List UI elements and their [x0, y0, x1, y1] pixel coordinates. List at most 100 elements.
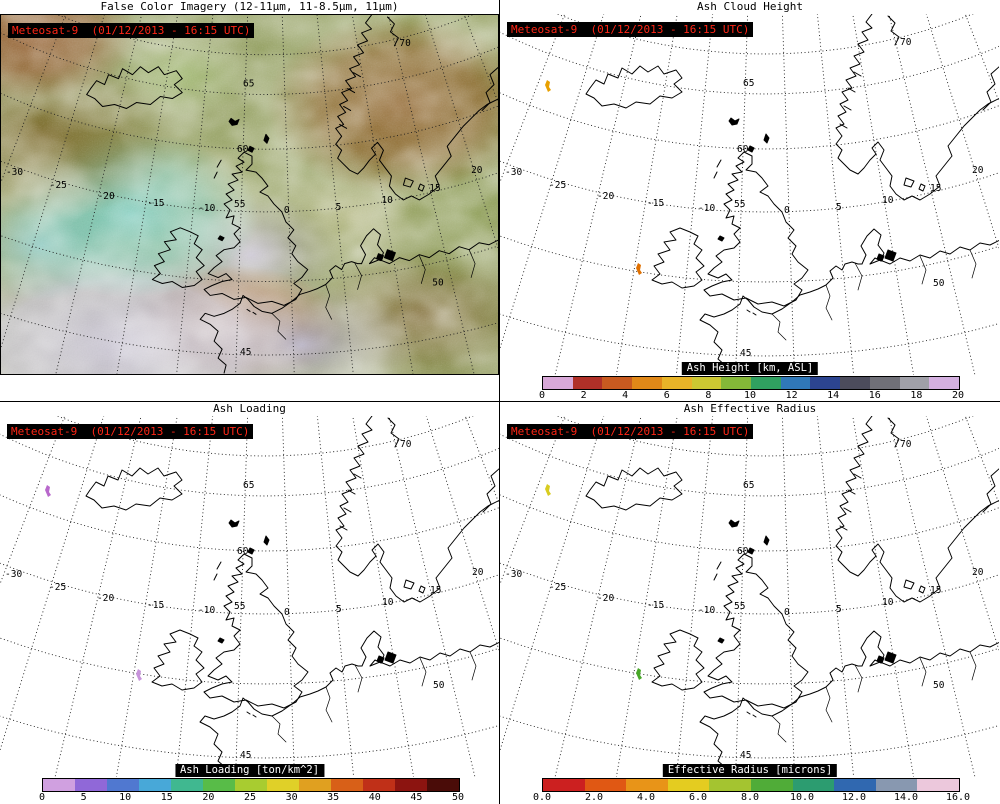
ash-loading-map-area: -30 -25 -20 -15 -10 0 5 10 15 20 70 65 60 55 50 45 Mete… [0, 416, 499, 777]
colorbar-tick-label: 10 [743, 390, 757, 401]
colorbar-segment [917, 779, 959, 791]
colorbar-tick-label: 14 [827, 390, 840, 401]
grid-label: -15 [647, 600, 664, 611]
grid-label: 60 [237, 546, 249, 557]
grid-label: 65 [743, 480, 754, 491]
panel-title-ash-loading: Ash Loading [213, 402, 286, 415]
colorbar-tick-label: 25 [243, 792, 257, 803]
colorbar-segment [543, 377, 573, 389]
colorbar-tick-label: 40 [368, 792, 381, 803]
colorbar-segment [572, 377, 603, 389]
ash-speck [45, 485, 51, 497]
grid-label: 15 [429, 183, 440, 194]
coastlines [585, 416, 999, 777]
map-ash-radius: -30 -25 -20 -15 -10 0 5 10 15 20 70 65 60 55 50 45 [500, 416, 999, 777]
graticule-labels: -30 -25 -20 -15 -10 0 5 10 15 20 70 65 60 55 50 45 [505, 37, 984, 359]
colorbar-segment [107, 779, 139, 791]
grid-label: 45 [740, 750, 751, 761]
grid-label: 50 [433, 680, 445, 691]
colorbar-segment [235, 779, 267, 791]
grid-label: 60 [737, 546, 749, 557]
grid-label: 45 [740, 348, 751, 359]
grid-label: 50 [432, 277, 444, 288]
grid-label: -20 [98, 191, 115, 202]
colorbar-segment [840, 377, 870, 389]
grid-label: -10 [698, 605, 715, 616]
grid-label: -20 [97, 593, 114, 604]
colorbar-title: Ash Loading [ton/km^2] [174, 764, 325, 777]
colorbar-tick-label: 20 [202, 792, 215, 803]
colorbar-segment [75, 779, 107, 791]
colorbar-segment [632, 377, 662, 389]
colorbar-segment [780, 377, 811, 389]
false-color-imagery [1, 15, 498, 374]
grid-label: 15 [430, 585, 441, 596]
colorbar-segment [929, 377, 960, 389]
false-color-map-area: -30 -25 -20 -15 -10 0 5 10 15 20 70 65 60 55 50 45 Mete… [0, 14, 499, 375]
colorbar-segment [395, 779, 427, 791]
colorbar-tick-label: 5 [80, 792, 87, 803]
colorbar-tick-label: 6 [663, 390, 670, 401]
grid-label: -10 [698, 203, 715, 214]
grid-label: 5 [336, 202, 342, 213]
grid-label: 20 [972, 165, 984, 176]
colorbar-gradient [542, 778, 960, 792]
panel-title-false-color: False Color Imagery (12-11μm, 11-8.5μm, … [100, 0, 399, 13]
graticule-labels: -30 -25 -20 -15 -10 0 5 10 15 20 70 65 60 55 50 45 [505, 439, 984, 761]
grid-label: -30 [505, 167, 522, 178]
colorbar-segment [331, 779, 363, 791]
colorbar-segment [299, 779, 331, 791]
colorbar-segment [834, 779, 876, 791]
grid-label: -15 [147, 198, 164, 209]
colorbar-segment [751, 377, 781, 389]
grid-label: -10 [198, 203, 215, 214]
colorbar-tick-label: 2.0 [584, 792, 604, 803]
grid-label: 55 [234, 601, 245, 612]
grid-label: 70 [900, 439, 912, 450]
colorbar-segment [626, 779, 668, 791]
colorbar-title: Ash Height [km, ASL] [681, 362, 819, 375]
colorbar-segment [810, 377, 841, 389]
ash-speck [636, 263, 642, 275]
colorbar-tick-label: 10.0 [789, 792, 815, 803]
ash-speck [136, 669, 142, 681]
grid-label: 15 [930, 585, 941, 596]
colorbar-tick-label: 14.0 [893, 792, 919, 803]
ash-radius-map-area: -30 -25 -20 -15 -10 0 5 10 15 20 70 65 60 55 50 45 Mete… [500, 416, 999, 777]
grid-label: 65 [243, 79, 254, 90]
colorbar-ash-height: Ash Height [km, ASL] 0 2 4 6 8 10 12 14 16 18 20 [500, 360, 1000, 401]
timestamp-badge: Meteosat-9 (01/12/2013 - 16:15 UTC) [507, 424, 754, 439]
colorbar-segment [543, 779, 585, 791]
graticule-labels: -30 -25 -20 -15 -10 0 5 10 15 20 70 65 60 55 50 45 [6, 38, 483, 358]
grid-label: -30 [6, 167, 23, 178]
coastlines [85, 416, 499, 777]
grid-label: -10 [198, 605, 215, 616]
graticule-grid [0, 416, 499, 777]
colorbar-tick-label: 2 [580, 390, 587, 401]
colorbar-tick-label: 6.0 [688, 792, 708, 803]
grid-label: 55 [734, 601, 745, 612]
grid-label: -25 [549, 582, 566, 593]
grid-label: 20 [471, 165, 483, 176]
grid-label: 0 [284, 205, 290, 216]
coastlines [585, 14, 999, 375]
colorbar-title: Effective Radius [microns] [662, 764, 838, 777]
grid-label: 5 [836, 202, 842, 213]
grid-label: 50 [933, 680, 945, 691]
colorbar-segment [691, 377, 722, 389]
colorbar-tick-label: 30 [285, 792, 298, 803]
colorbar-segment [869, 377, 900, 389]
colorbar-tick-label: 12.0 [841, 792, 867, 803]
colorbar-segment [267, 779, 299, 791]
ash-detection-marks [45, 485, 142, 681]
grid-label: -15 [147, 600, 164, 611]
colorbar-tick-label: 0 [38, 792, 46, 803]
grid-label: 20 [472, 567, 484, 578]
colorbar-tick-label: 0 [538, 390, 546, 401]
grid-label: -25 [49, 582, 66, 593]
timestamp-badge: Meteosat-9 (01/12/2013 - 16:15 UTC) [8, 23, 255, 38]
colorbar-tick-label: 50 [451, 792, 465, 803]
map-ash-height: -30 -25 -20 -15 -10 0 5 10 15 20 70 65 60 55 50 45 [500, 14, 999, 375]
grid-label: 55 [234, 199, 245, 210]
